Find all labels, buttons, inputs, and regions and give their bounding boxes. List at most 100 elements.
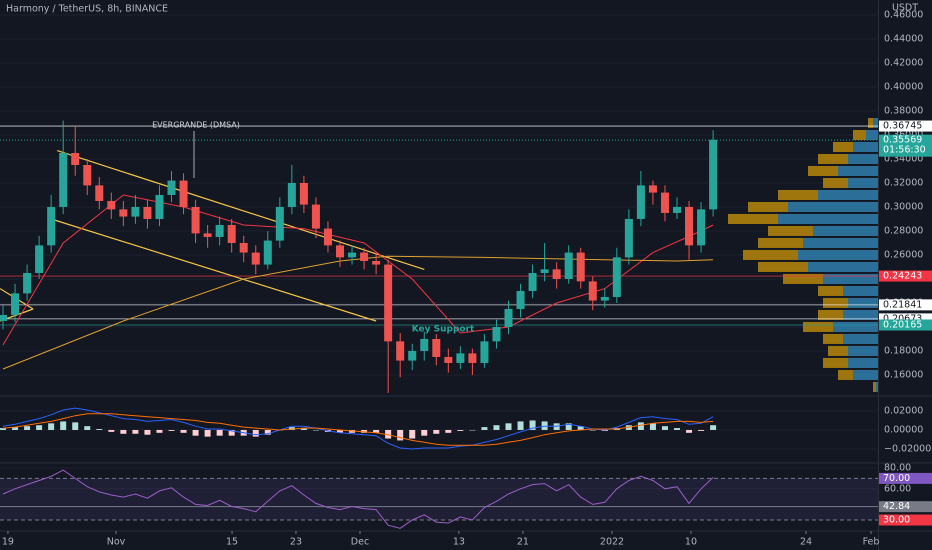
candle-body	[71, 152, 80, 165]
x-tick-label: 24	[800, 537, 812, 548]
moving-average	[2, 194, 714, 346]
y-tick-label: −0.02000	[884, 443, 931, 454]
candle-body	[660, 192, 669, 213]
macd-histogram-bar	[710, 425, 717, 430]
current-price-label-bg	[879, 134, 932, 157]
macd-histogram-bar	[481, 427, 488, 430]
volume-profile-up-bar	[873, 117, 878, 128]
macd-histogram-bar	[168, 429, 175, 431]
volume-profile-up-bar	[788, 201, 878, 212]
volume-profile-up-bar	[833, 321, 878, 332]
candle-body	[59, 152, 68, 207]
signal-line	[2, 413, 714, 446]
macd-histogram-bar	[686, 429, 693, 433]
rsi-band-label-bg	[879, 514, 932, 526]
candle-body	[107, 200, 116, 210]
level-label: 0.36745	[883, 121, 922, 132]
candle-body	[311, 204, 320, 229]
macd-histogram-bar	[433, 429, 440, 434]
x-tick-label: Nov	[107, 537, 126, 548]
candle-body	[299, 182, 308, 205]
x-tick-label: Dec	[351, 537, 369, 548]
macd-histogram-bar	[156, 429, 163, 433]
level-label-bg	[879, 299, 932, 311]
volume-profile-up-bar	[798, 249, 878, 260]
candle-body	[215, 224, 224, 237]
macd-histogram-bar	[373, 429, 380, 433]
pane	[0, 407, 878, 450]
candle-body	[709, 139, 718, 210]
level-label: 0.20673	[883, 313, 922, 324]
candle-body	[179, 180, 188, 207]
x-tick-label: 2022	[600, 537, 624, 548]
macd-histogram-bar	[649, 423, 656, 430]
y-tick-label: 0.28000	[884, 225, 923, 236]
trend-line	[51, 218, 377, 322]
level-label-bg	[879, 120, 932, 132]
candle-body	[227, 224, 236, 243]
volume-profile-up-bar	[778, 213, 878, 224]
candle-body	[336, 245, 345, 258]
macd-histogram-bar	[96, 429, 103, 430]
candle-body	[636, 185, 645, 219]
x-tick-label: Feb	[863, 537, 880, 548]
x-tick-label: 13	[453, 537, 465, 548]
volume-profile-up-bar	[853, 141, 878, 152]
level-label: 0.24243	[883, 271, 922, 282]
rsi-band-label-bg	[879, 472, 932, 484]
macd-histogram-bar	[505, 423, 512, 430]
macd-histogram-bar	[589, 429, 596, 431]
volume-profile-up-bar	[866, 129, 878, 140]
candle-body	[119, 209, 128, 217]
candle-body	[468, 353, 477, 363]
volume-profile-up-bar	[848, 345, 878, 356]
macd-histogram-bar	[132, 429, 139, 434]
candle-body	[540, 269, 549, 273]
current-price-label: 0.35569	[883, 135, 922, 146]
candle-body	[203, 233, 212, 237]
macd-histogram-bar	[445, 429, 452, 433]
volume-profile-bar	[853, 129, 878, 140]
trend-line	[57, 150, 425, 270]
y-tick-label: 0.00000	[884, 424, 923, 435]
candle-body	[576, 252, 585, 282]
candle-body	[624, 218, 633, 258]
x-tick-label: 15	[226, 537, 238, 548]
level-label-bg	[879, 319, 932, 331]
candle-body	[95, 185, 104, 201]
candle-body	[0, 314, 8, 321]
x-tick-label: 23	[290, 537, 302, 548]
macd-histogram-bar	[264, 429, 271, 435]
candle-body	[552, 269, 561, 279]
candle-body	[287, 182, 296, 207]
macd-histogram-bar	[120, 429, 127, 434]
volume-profile-up-bar	[848, 177, 878, 188]
candle-body	[504, 308, 513, 327]
candle-body	[588, 281, 597, 301]
volume-profile-up-bar	[848, 153, 878, 164]
candle-body	[528, 272, 537, 291]
rsi-band-label: 70.00	[883, 473, 910, 484]
y-tick-label: 0.32000	[884, 177, 923, 188]
candle-body	[372, 260, 381, 265]
macd-histogram-bar	[493, 425, 500, 430]
y-tick-label: 0.46000	[884, 9, 923, 20]
macd-histogram-bar	[637, 422, 644, 430]
candle-body	[323, 228, 332, 246]
volume-profile-up-bar	[853, 369, 878, 380]
annotation: Key Support	[412, 325, 475, 335]
macd-histogram-bar	[12, 427, 19, 430]
macd-histogram-bar	[0, 428, 7, 430]
macd-histogram-bar	[565, 423, 572, 430]
macd-histogram-bar	[529, 420, 536, 430]
rsi-ma-label-bg	[879, 501, 932, 513]
y-tick-label: 0.42000	[884, 57, 923, 68]
candle-body	[685, 206, 694, 246]
macd-histogram-bar	[674, 428, 681, 430]
axis-unit: USDT	[892, 3, 918, 14]
y-tick-label: 0.34000	[884, 153, 923, 164]
candle-body	[143, 206, 152, 219]
macd-histogram-bar	[698, 429, 705, 431]
